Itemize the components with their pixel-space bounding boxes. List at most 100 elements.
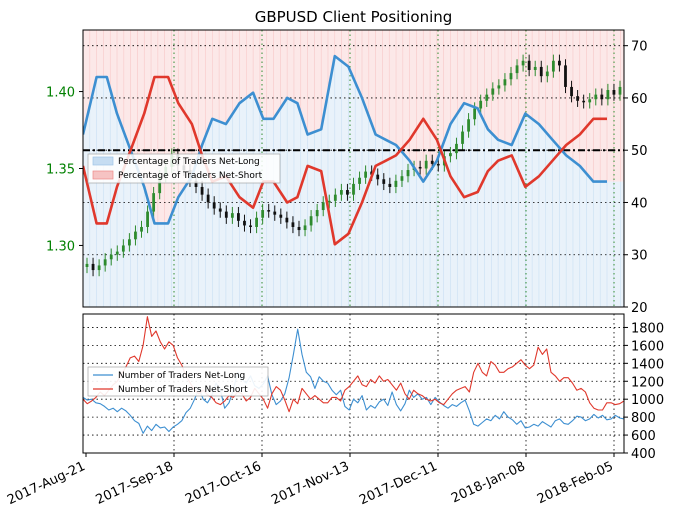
candle-body	[237, 213, 240, 221]
candle-body	[91, 263, 95, 271]
long-area-slice	[173, 205, 177, 307]
long-area-slice	[84, 120, 89, 307]
short-area-slice	[486, 30, 490, 130]
candle-body	[600, 94, 604, 100]
short-area-slice	[356, 30, 361, 91]
candle-body	[400, 176, 404, 181]
candle-body	[430, 160, 434, 164]
long-area-slice	[452, 118, 456, 307]
long-area-slice	[295, 103, 300, 307]
long-area-slice	[302, 124, 306, 307]
candle-body	[109, 254, 113, 260]
candle-body	[533, 66, 537, 71]
candle-body	[134, 231, 137, 240]
short-area-slice	[105, 30, 109, 78]
short-area-slice	[452, 30, 456, 119]
candle-body	[243, 220, 246, 226]
short-area-slice	[608, 30, 613, 182]
short-area-slice	[111, 30, 116, 102]
short-area-slice	[615, 30, 619, 182]
short-area-slice	[547, 30, 551, 136]
bottom-panel-frame	[82, 313, 625, 454]
long-area-slice	[527, 116, 531, 307]
short-area-slice	[241, 30, 245, 101]
short-area-slice	[83, 30, 85, 135]
long-area-slice	[159, 223, 163, 307]
long-area-slice	[350, 74, 354, 307]
short-area-slice	[159, 30, 163, 224]
long-area-slice	[241, 100, 245, 307]
candle-body	[582, 100, 586, 103]
long-area-slice	[200, 144, 204, 307]
candle-body	[327, 200, 331, 203]
long-area-slice	[438, 151, 442, 307]
right-tick-label-bottom: 1400	[631, 357, 664, 372]
candle-body	[97, 265, 101, 271]
x-tick-label: 2018-Jan-08	[449, 459, 528, 506]
candle-body	[255, 217, 258, 227]
candle-body	[346, 190, 349, 195]
long-area-slice	[445, 133, 449, 307]
long-area-slice	[547, 135, 551, 307]
short-area-slice	[275, 30, 279, 114]
right-tick-label: 40	[631, 196, 648, 211]
short-area-slice	[493, 30, 497, 137]
right-tick-label: 50	[631, 144, 648, 159]
short-area-slice	[404, 30, 408, 157]
candle-body	[509, 73, 513, 80]
long-area-slice	[254, 101, 259, 307]
candle-body	[224, 211, 228, 218]
x-tick-label: 2017-Nov-13	[269, 459, 351, 508]
long-area-slice	[282, 103, 286, 307]
short-area-slice	[179, 30, 184, 193]
candle-body	[588, 99, 592, 103]
short-area-slice	[145, 30, 150, 199]
candle-body	[515, 65, 519, 74]
left-tick-label: 1.35	[46, 163, 75, 178]
right-tick-label-bottom: 1800	[631, 321, 664, 336]
short-area-slice	[288, 30, 293, 100]
candle-body	[358, 177, 361, 184]
long-area-slice	[213, 120, 218, 307]
x-tick-label: 2017-Oct-16	[183, 459, 264, 507]
short-area-slice	[384, 30, 388, 140]
candle-body	[551, 60, 555, 72]
long-area-slice	[472, 107, 476, 307]
short-area-slice	[540, 30, 545, 128]
long-area-slice	[343, 63, 347, 307]
long-area-slice	[166, 223, 170, 307]
right-tick-label-bottom: 400	[631, 447, 656, 462]
long-area-slice	[234, 108, 238, 307]
short-area-slice	[458, 30, 463, 109]
short-area-slice	[424, 30, 429, 177]
long-area-slice	[329, 74, 334, 307]
long-area-slice	[533, 121, 538, 307]
x-tick-label: 2017-Aug-21	[5, 459, 88, 508]
long-area-slice	[356, 90, 361, 307]
candle-body	[539, 66, 543, 77]
short-area-slice	[139, 30, 143, 178]
short-area-slice	[295, 30, 300, 104]
candle-body	[424, 160, 428, 169]
short-area-slice	[220, 30, 225, 123]
candle-body	[388, 183, 392, 187]
candle-body	[115, 251, 119, 255]
candle-body	[249, 225, 252, 227]
candle-body	[564, 65, 567, 87]
candle-body	[140, 226, 143, 232]
long-area-slice	[418, 176, 422, 307]
long-area-slice	[493, 136, 497, 307]
short-area-slice	[309, 30, 313, 134]
short-area-slice	[445, 30, 449, 134]
candle-body	[576, 96, 580, 101]
short-area-slice	[343, 30, 347, 64]
right-tick-label: 20	[631, 301, 648, 316]
long-area-slice	[336, 58, 340, 307]
long-area-slice	[316, 130, 320, 307]
short-area-slice	[520, 30, 524, 122]
candle-body	[406, 170, 410, 177]
short-area-slice	[227, 30, 232, 119]
candle-body	[485, 94, 489, 101]
